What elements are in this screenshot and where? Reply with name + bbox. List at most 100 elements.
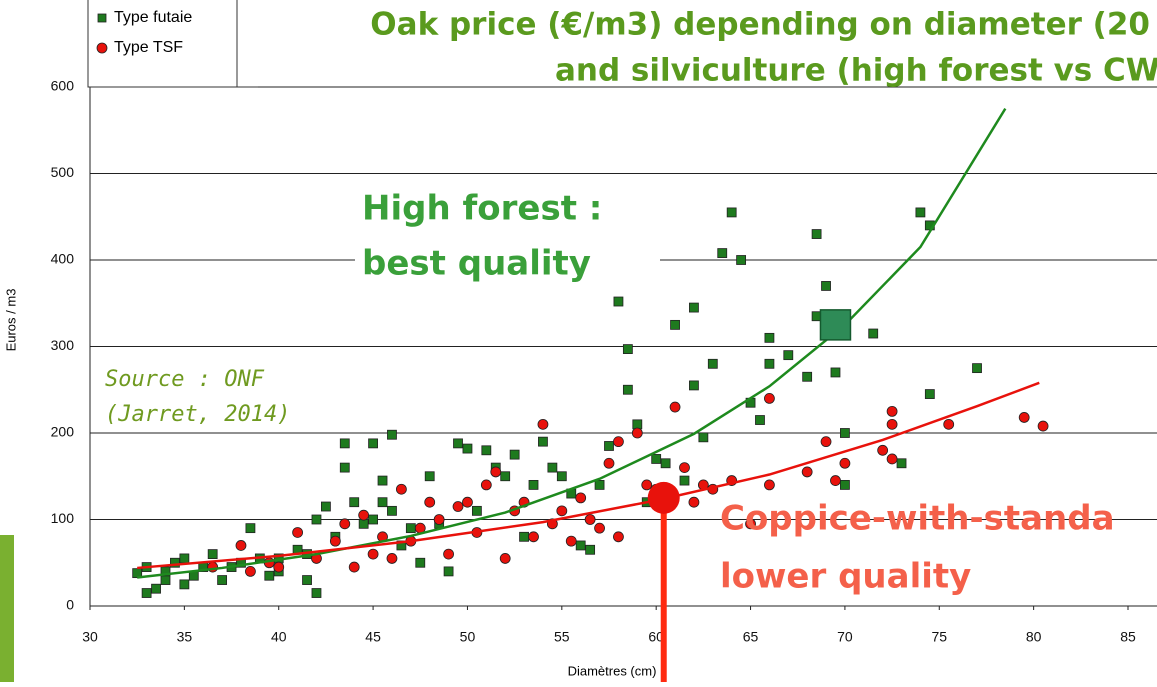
point bbox=[537, 418, 549, 430]
point bbox=[509, 449, 520, 460]
point bbox=[783, 350, 794, 361]
point bbox=[613, 531, 624, 543]
point bbox=[311, 514, 322, 525]
point bbox=[632, 419, 643, 430]
point bbox=[896, 458, 907, 469]
point bbox=[972, 363, 982, 374]
point bbox=[348, 561, 360, 573]
point bbox=[689, 302, 699, 313]
point bbox=[575, 492, 587, 504]
point bbox=[311, 588, 322, 598]
point bbox=[594, 522, 605, 534]
point bbox=[339, 438, 350, 449]
point bbox=[707, 358, 718, 369]
point bbox=[386, 553, 398, 564]
point bbox=[519, 531, 529, 542]
legend: Type futaie Type TSF bbox=[96, 9, 192, 56]
point bbox=[452, 501, 464, 512]
point bbox=[377, 475, 388, 486]
x-tick-label: 35 bbox=[177, 629, 193, 645]
point bbox=[594, 479, 605, 490]
point bbox=[1037, 420, 1049, 432]
point bbox=[132, 568, 143, 579]
point bbox=[886, 405, 898, 417]
point bbox=[679, 462, 690, 474]
point bbox=[443, 566, 454, 577]
point bbox=[1018, 412, 1030, 423]
point bbox=[96, 42, 108, 54]
point bbox=[764, 479, 775, 491]
point bbox=[367, 548, 379, 560]
point bbox=[575, 540, 586, 551]
point bbox=[471, 505, 482, 516]
point bbox=[302, 575, 312, 585]
point bbox=[462, 443, 473, 454]
point bbox=[358, 518, 369, 529]
point bbox=[97, 13, 107, 23]
point bbox=[433, 514, 445, 525]
point bbox=[820, 436, 832, 448]
point bbox=[490, 466, 502, 478]
highlight-point bbox=[647, 481, 680, 514]
point bbox=[689, 380, 699, 391]
point bbox=[387, 505, 397, 516]
point bbox=[329, 535, 341, 547]
point bbox=[141, 588, 152, 598]
point bbox=[745, 518, 756, 530]
point bbox=[755, 415, 765, 425]
point bbox=[622, 344, 633, 354]
y-tick-label: 100 bbox=[51, 510, 75, 526]
point bbox=[924, 389, 935, 399]
source: Source : ONF bbox=[105, 367, 265, 392]
annotation: lower quality bbox=[720, 557, 971, 597]
point bbox=[556, 505, 568, 517]
point bbox=[585, 544, 596, 555]
legend-box bbox=[87, 0, 238, 88]
annotation: best quality bbox=[362, 244, 591, 284]
point bbox=[565, 535, 577, 547]
point bbox=[264, 570, 275, 581]
x-tick-label: 50 bbox=[460, 629, 476, 645]
point bbox=[622, 384, 633, 395]
point bbox=[217, 575, 228, 585]
point bbox=[179, 579, 190, 590]
point bbox=[377, 497, 388, 508]
x-tick-label: 60 bbox=[648, 629, 664, 645]
point bbox=[613, 436, 624, 448]
y-tick-label: 400 bbox=[51, 251, 75, 267]
point bbox=[660, 458, 671, 469]
point bbox=[717, 248, 728, 258]
source: (Jarret, 2014) bbox=[105, 402, 290, 427]
chart-title: and silviculture (high forest vs CW bbox=[555, 53, 1157, 89]
y-tick-label: 300 bbox=[51, 337, 75, 353]
point bbox=[273, 561, 285, 573]
point bbox=[500, 471, 511, 482]
point bbox=[245, 523, 256, 534]
point bbox=[726, 207, 737, 218]
point bbox=[151, 583, 161, 594]
x-tick-label: 45 bbox=[365, 629, 381, 645]
grid: 0 100 200 300 400 500 600 30 35 40 45 50 55 60 65 70 75 8… bbox=[51, 78, 1157, 645]
x-tick-label: 40 bbox=[271, 629, 287, 645]
point bbox=[453, 438, 463, 449]
point bbox=[480, 479, 492, 491]
annotation-bg bbox=[355, 180, 660, 290]
point bbox=[462, 496, 473, 508]
point bbox=[679, 475, 690, 486]
point bbox=[886, 453, 898, 465]
y-tick-label: 500 bbox=[51, 164, 75, 180]
point bbox=[651, 454, 662, 464]
point bbox=[339, 518, 351, 530]
point bbox=[764, 358, 775, 369]
x-tick-label: 65 bbox=[743, 629, 759, 645]
point bbox=[528, 531, 539, 543]
point bbox=[556, 471, 567, 482]
x-tick-label: 70 bbox=[837, 629, 853, 645]
point bbox=[395, 483, 407, 495]
legend-label: Type futaie bbox=[114, 9, 192, 26]
chart-title: Oak price (€/m3) depending on diameter (… bbox=[370, 7, 1150, 43]
point bbox=[886, 418, 898, 430]
point bbox=[688, 496, 700, 508]
point bbox=[499, 553, 511, 564]
point bbox=[641, 479, 653, 491]
